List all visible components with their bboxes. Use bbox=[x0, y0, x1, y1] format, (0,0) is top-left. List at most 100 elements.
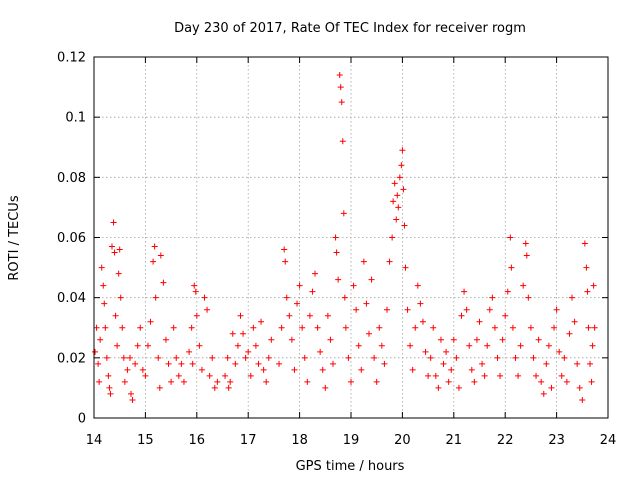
data-point bbox=[412, 324, 419, 331]
data-point bbox=[390, 198, 397, 205]
data-point bbox=[551, 324, 558, 331]
data-point bbox=[476, 318, 483, 325]
data-point bbox=[265, 354, 272, 361]
data-point bbox=[142, 372, 149, 379]
data-point bbox=[98, 264, 105, 271]
axis-ticks bbox=[93, 56, 609, 419]
data-point bbox=[319, 366, 326, 373]
data-point bbox=[301, 354, 308, 361]
data-point bbox=[527, 324, 534, 331]
data-point bbox=[481, 372, 488, 379]
data-point bbox=[178, 360, 185, 367]
data-point bbox=[108, 243, 115, 250]
data-point bbox=[242, 354, 249, 361]
x-axis-label: GPS time / hours bbox=[296, 459, 405, 474]
data-point bbox=[512, 354, 519, 361]
data-point bbox=[589, 342, 596, 349]
data-point bbox=[486, 306, 493, 313]
data-point bbox=[137, 324, 144, 331]
data-point bbox=[206, 372, 213, 379]
data-point bbox=[463, 306, 470, 313]
data-point bbox=[494, 354, 501, 361]
data-point bbox=[378, 342, 385, 349]
data-point bbox=[281, 246, 288, 253]
data-point bbox=[448, 366, 455, 373]
y-tick-label: 0.12 bbox=[57, 51, 86, 66]
data-point bbox=[340, 210, 347, 217]
data-point bbox=[96, 378, 103, 385]
data-point bbox=[170, 324, 177, 331]
data-point bbox=[574, 360, 581, 367]
x-tick-label: 16 bbox=[189, 433, 206, 448]
data-point bbox=[114, 342, 121, 349]
y-tick-label: 0 bbox=[78, 412, 86, 427]
data-point bbox=[151, 243, 158, 250]
data-point bbox=[355, 342, 362, 349]
data-point bbox=[360, 258, 367, 265]
data-point bbox=[327, 336, 334, 343]
data-point bbox=[409, 366, 416, 373]
data-point bbox=[525, 294, 532, 301]
data-point bbox=[399, 147, 406, 154]
data-point bbox=[400, 186, 407, 193]
data-point bbox=[101, 300, 108, 307]
data-point bbox=[461, 288, 468, 295]
data-point bbox=[591, 324, 598, 331]
data-point bbox=[237, 312, 244, 319]
data-point bbox=[402, 264, 409, 271]
data-point bbox=[255, 360, 262, 367]
data-point bbox=[139, 366, 146, 373]
data-point bbox=[332, 234, 339, 241]
data-point bbox=[222, 372, 229, 379]
data-point bbox=[173, 354, 180, 361]
data-point bbox=[583, 264, 590, 271]
y-axis-label: ROTI / TECUs bbox=[7, 195, 22, 280]
data-point bbox=[540, 390, 547, 397]
data-point bbox=[507, 234, 514, 241]
data-point bbox=[363, 300, 370, 307]
x-tick-label: 19 bbox=[343, 433, 360, 448]
data-point bbox=[404, 306, 411, 313]
data-point bbox=[186, 348, 193, 355]
data-point bbox=[339, 138, 346, 145]
data-point bbox=[240, 330, 247, 337]
data-point bbox=[419, 318, 426, 325]
data-point bbox=[391, 180, 398, 187]
data-point bbox=[545, 342, 552, 349]
data-point bbox=[508, 264, 515, 271]
data-point bbox=[156, 384, 163, 391]
data-point bbox=[520, 282, 527, 289]
data-point bbox=[92, 348, 99, 355]
data-point bbox=[427, 354, 434, 361]
data-point bbox=[437, 336, 444, 343]
data-point bbox=[336, 72, 343, 79]
data-point bbox=[368, 276, 375, 283]
y-tick-label: 0.02 bbox=[57, 351, 86, 366]
data-point bbox=[373, 378, 380, 385]
data-point bbox=[566, 330, 573, 337]
data-point bbox=[538, 378, 545, 385]
data-point bbox=[152, 294, 159, 301]
y-tick-label: 0.06 bbox=[57, 231, 86, 246]
data-point bbox=[394, 192, 401, 199]
data-point bbox=[191, 282, 198, 289]
data-point bbox=[283, 294, 290, 301]
data-point bbox=[100, 282, 107, 289]
data-point bbox=[584, 288, 591, 295]
data-point bbox=[263, 378, 270, 385]
data-point bbox=[196, 342, 203, 349]
data-point bbox=[588, 378, 595, 385]
data-point bbox=[119, 324, 126, 331]
data-point bbox=[126, 354, 133, 361]
data-point bbox=[509, 324, 516, 331]
data-point bbox=[350, 282, 357, 289]
data-point bbox=[247, 372, 254, 379]
data-point bbox=[201, 294, 208, 301]
data-point bbox=[322, 384, 329, 391]
data-point bbox=[278, 324, 285, 331]
data-point bbox=[120, 354, 127, 361]
data-point bbox=[155, 354, 162, 361]
data-point bbox=[128, 390, 135, 397]
data-point bbox=[358, 366, 365, 373]
data-point bbox=[317, 348, 324, 355]
